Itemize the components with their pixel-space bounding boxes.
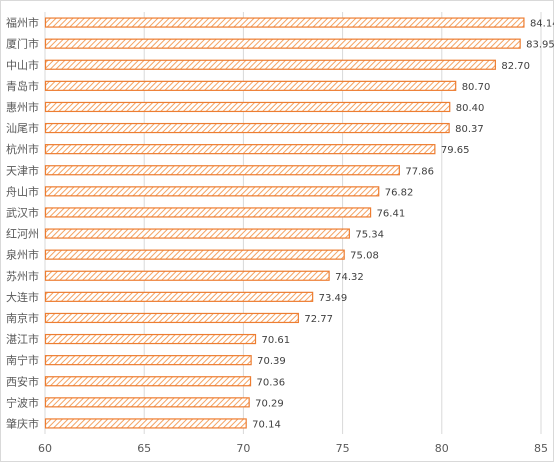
x-tick-label-80: 80 <box>435 442 449 455</box>
bar-18 <box>44 376 252 387</box>
x-tick-label-85: 85 <box>534 442 548 455</box>
bar-1 <box>44 17 525 28</box>
data-label-3: 82.70 <box>501 61 530 72</box>
bar-3 <box>44 59 496 70</box>
category-label-15: 南京市 <box>6 311 39 325</box>
category-label-5: 惠州市 <box>6 100 39 114</box>
bar-19 <box>44 397 250 408</box>
data-label-5: 80.40 <box>456 103 485 114</box>
data-label-13: 74.32 <box>335 272 364 283</box>
x-tick-label-65: 65 <box>137 442 151 455</box>
bar-11 <box>44 228 350 239</box>
bar-14 <box>44 291 314 302</box>
data-label-16: 70.61 <box>262 335 291 346</box>
category-label-2: 厦门市 <box>6 37 39 51</box>
bars <box>44 17 525 429</box>
grid-lines <box>44 12 542 434</box>
bar-5 <box>44 101 451 113</box>
category-label-11: 红河州 <box>6 228 39 241</box>
category-label-16: 湛江市 <box>6 332 39 346</box>
category-label-1: 福州市 <box>6 16 39 30</box>
data-label-6: 80.37 <box>455 124 484 135</box>
bar-15 <box>44 312 299 324</box>
data-label-17: 70.39 <box>257 356 286 367</box>
data-label-10: 76.41 <box>377 208 406 219</box>
bar-16 <box>44 333 257 345</box>
bar-7 <box>44 144 436 155</box>
category-label-3: 中山市 <box>6 58 39 72</box>
data-label-7: 79.65 <box>441 145 470 156</box>
category-label-7: 杭州市 <box>6 142 39 156</box>
category-label-4: 青岛市 <box>6 79 39 93</box>
data-label-12: 75.08 <box>350 251 379 262</box>
x-tick-label-70: 70 <box>236 442 250 455</box>
data-label-11: 75.34 <box>355 230 384 241</box>
x-tick-label-60: 60 <box>38 442 52 455</box>
data-label-1: 84.14 <box>530 19 554 30</box>
data-label-9: 76.82 <box>385 187 414 198</box>
data-label-14: 73.49 <box>319 293 348 304</box>
data-label-2: 83.95 <box>526 40 554 51</box>
labels: 60 65 70 75 80 85 福州市 84.14 厦门市 83.95 中山市 82.70 青岛市 8… <box>6 16 554 455</box>
bar-4 <box>44 80 457 91</box>
bar-12 <box>44 249 345 260</box>
data-label-8: 77.86 <box>405 166 434 177</box>
category-label-10: 武汉市 <box>6 205 39 219</box>
bar-8 <box>44 165 400 176</box>
bar-6 <box>44 122 450 134</box>
data-label-19: 70.29 <box>255 398 284 409</box>
x-tick-label-75: 75 <box>336 442 350 455</box>
data-label-15: 72.77 <box>304 314 333 325</box>
category-label-14: 大连市 <box>6 290 39 304</box>
data-label-20: 70.14 <box>252 419 281 430</box>
bar-13 <box>44 270 330 281</box>
bar-9 <box>44 186 380 197</box>
data-label-18: 70.36 <box>257 377 286 388</box>
bar-20 <box>44 418 247 429</box>
category-label-18: 西安市 <box>6 374 39 388</box>
bar-17 <box>44 355 252 366</box>
category-label-17: 南宁市 <box>6 353 39 367</box>
bar-2 <box>44 38 521 49</box>
category-label-20: 肇庆市 <box>6 416 39 430</box>
category-label-12: 泉州市 <box>6 248 39 262</box>
category-label-6: 汕尾市 <box>6 121 39 135</box>
category-label-8: 天津市 <box>6 163 39 177</box>
bar-10 <box>44 207 372 218</box>
category-label-9: 舟山市 <box>6 184 39 198</box>
data-label-4: 80.70 <box>462 82 491 93</box>
category-label-19: 宁波市 <box>6 395 39 409</box>
category-label-13: 苏州市 <box>6 269 39 283</box>
